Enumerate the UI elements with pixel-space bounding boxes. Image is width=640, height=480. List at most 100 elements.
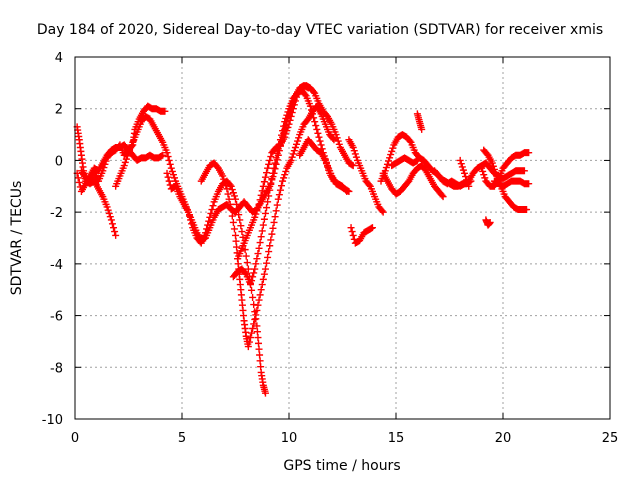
data-point-arc-m — [439, 193, 447, 201]
data-point-arc-a — [104, 206, 112, 214]
data-point-arc-g — [260, 215, 268, 223]
plot-frame — [74, 56, 611, 420]
data-point-arc-i — [324, 163, 332, 171]
data-point-arc-e — [241, 246, 249, 254]
data-point-arc-e — [230, 192, 238, 200]
data-point-arc-i — [342, 186, 350, 194]
data-point-arc-e — [244, 265, 252, 273]
data-point-arc-g — [310, 114, 318, 122]
data-point-arc-f — [230, 225, 238, 233]
data-point-arc-g — [306, 102, 314, 110]
data-point-arc-h — [284, 123, 292, 131]
data-point-arc-l — [388, 147, 396, 155]
data-point-arc-e — [243, 259, 251, 267]
data-point-arc-g — [282, 114, 290, 122]
data-point-arc-h — [259, 182, 267, 190]
data-point-arc-a — [105, 209, 113, 217]
data-point-arc-f — [224, 190, 232, 198]
data-point-arc-h — [261, 173, 269, 181]
data-point-arc-b — [159, 151, 167, 159]
data-point-arc-e — [165, 177, 173, 185]
data-point-arc-k — [348, 228, 356, 236]
data-point-arc-s — [488, 159, 496, 167]
data-point-arc-f — [255, 296, 263, 304]
data-point-arc-f — [278, 182, 286, 190]
data-point-arc-e — [232, 195, 239, 203]
data-point-arc-f — [273, 201, 281, 209]
data-point-arc-h — [265, 160, 273, 168]
data-point-arc-g — [255, 244, 263, 252]
y-tick-label: 4 — [55, 51, 63, 66]
data-point-arc-f — [288, 153, 296, 161]
data-point-arc-h — [256, 196, 264, 204]
data-point-arc-g — [272, 154, 280, 162]
data-point-arc-g — [309, 110, 317, 118]
data-point-arc-e — [203, 225, 211, 233]
data-point-arc-h — [334, 137, 342, 145]
data-point-arc-c — [101, 160, 109, 168]
data-point-arc-p — [520, 167, 528, 175]
x-tick-label: 5 — [178, 431, 186, 446]
data-point-arc-j — [351, 150, 359, 158]
y-tick-label: -2 — [50, 206, 63, 221]
data-point-arc-g — [267, 180, 275, 188]
data-point-arc-f — [291, 144, 299, 151]
data-point-arc-f — [260, 270, 268, 278]
data-point-arc-e — [233, 200, 241, 208]
data-point-arc-e — [188, 220, 196, 228]
data-point-arc-e — [242, 252, 250, 260]
data-point-arc-h — [252, 210, 260, 218]
data-point-arc-q — [465, 182, 473, 190]
data-point-arc-f — [269, 224, 277, 232]
data-point-arc-e — [237, 222, 245, 230]
data-point-arc-f — [295, 134, 303, 142]
data-point-arc-j — [352, 153, 360, 161]
data-point-arc-h — [291, 97, 299, 105]
data-point-arc-q — [464, 179, 472, 187]
x-axis-label: GPS time / hours — [283, 458, 400, 474]
data-point-arc-j — [378, 207, 386, 215]
data-point-arc-h — [289, 105, 297, 113]
y-tick-label: -8 — [50, 361, 63, 376]
data-point-arc-f — [264, 253, 272, 261]
data-point-arc-e — [185, 212, 193, 220]
data-point-arc-e — [261, 389, 269, 397]
y-tick-label: -6 — [50, 310, 63, 325]
data-point-arc-f — [254, 301, 262, 309]
data-point-arc-h — [292, 93, 300, 101]
data-point-arc-e — [209, 202, 217, 210]
data-point-arc-h — [333, 134, 341, 142]
data-point-arc-g — [251, 265, 259, 273]
data-point-arc-q — [458, 163, 466, 171]
data-point-arc-f — [222, 182, 230, 190]
y-axis-label: SDTVAR / TECUs — [9, 181, 25, 296]
data-point-arc-f — [268, 230, 276, 238]
data-point-arc-j — [379, 208, 387, 216]
data-point-arc-g — [248, 277, 256, 285]
data-point-arc-h — [266, 156, 274, 164]
data-point-arc-i — [343, 187, 351, 195]
data-point-arc-h — [260, 178, 268, 186]
data-point-arc-b — [75, 178, 83, 186]
data-point-arc-r — [480, 171, 488, 179]
data-point-arc-h — [253, 207, 261, 215]
data-point-arc-f — [282, 167, 290, 175]
chart-title: Day 184 of 2020, Sidereal Day-to-day VTE… — [37, 22, 603, 38]
data-point-arc-e — [204, 221, 212, 229]
data-point-arc-f — [250, 320, 258, 328]
data-point-arc-k — [349, 231, 357, 239]
data-point-arc-d — [167, 164, 175, 172]
data-point-arc-g — [269, 169, 277, 177]
y-tick-label: 0 — [55, 154, 63, 169]
x-tick-label: 20 — [495, 431, 512, 446]
data-point-arc-g — [316, 137, 324, 145]
data-point-arc-e — [229, 189, 237, 197]
data-point-arc-h — [290, 101, 298, 109]
data-point-arc-h — [288, 109, 296, 117]
data-point-arc-m — [438, 191, 446, 199]
data-point-arc-g — [253, 255, 261, 263]
data-point-arc-h — [267, 153, 275, 161]
data-point-arc-q — [459, 166, 467, 174]
data-point-arc-l — [382, 164, 390, 172]
data-point-arc-f — [266, 242, 274, 250]
